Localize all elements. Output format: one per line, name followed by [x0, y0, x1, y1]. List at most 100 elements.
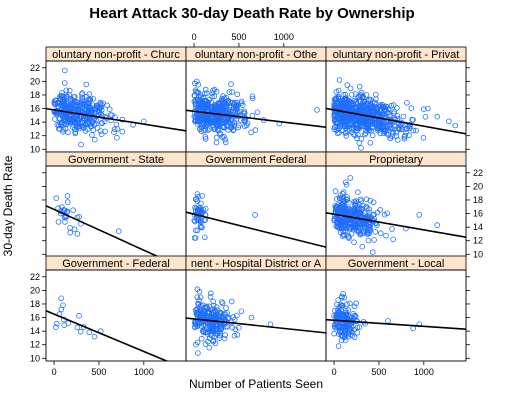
data-point	[102, 114, 109, 120]
data-point	[64, 193, 71, 199]
data-point	[389, 226, 395, 232]
data-point	[67, 229, 73, 236]
y-tick-label: 12	[30, 131, 40, 141]
data-point	[62, 80, 68, 86]
x-tick-label: 1000	[274, 32, 294, 42]
y-tick-label: 18	[30, 90, 40, 100]
panel-strip-label: oluntary non-profit - Churc	[52, 49, 180, 61]
panel-points	[191, 286, 274, 356]
data-point	[211, 313, 218, 320]
data-point	[74, 324, 81, 331]
data-point	[204, 323, 211, 330]
data-point	[337, 329, 343, 335]
regression-line	[326, 107, 466, 135]
panel-strip-label: Government Federal	[206, 154, 307, 166]
data-point	[53, 320, 60, 327]
data-point	[61, 207, 68, 214]
regression-line	[326, 212, 466, 238]
panel-5: Government Federal	[185, 151, 327, 258]
data-point	[86, 91, 93, 97]
data-point	[331, 312, 337, 319]
data-point	[452, 122, 459, 129]
data-point	[79, 119, 85, 126]
data-point	[76, 312, 82, 319]
data-point	[62, 126, 69, 132]
data-point	[356, 222, 363, 228]
data-point	[348, 92, 355, 98]
data-point	[76, 123, 83, 130]
data-point	[77, 328, 84, 335]
data-point	[335, 297, 342, 303]
data-point	[336, 195, 343, 201]
data-point	[344, 301, 350, 307]
data-point	[344, 104, 351, 110]
data-point	[219, 299, 225, 305]
data-point	[211, 117, 218, 124]
data-point	[202, 86, 209, 93]
data-point	[351, 222, 358, 229]
data-point	[92, 136, 98, 143]
data-point	[366, 219, 373, 225]
data-point	[332, 119, 339, 126]
x-tick-label: 0	[332, 367, 337, 377]
regression-line	[186, 109, 326, 129]
data-point	[99, 120, 105, 127]
data-point	[63, 100, 70, 107]
data-point	[52, 116, 58, 122]
data-point	[194, 320, 201, 327]
y-tick-label: 14	[30, 117, 40, 127]
data-point	[113, 121, 120, 128]
data-point	[219, 107, 226, 114]
data-point	[363, 203, 370, 210]
data-point	[362, 320, 368, 327]
data-point	[393, 129, 399, 136]
data-point	[370, 112, 377, 119]
data-point	[201, 217, 208, 224]
data-point	[366, 212, 373, 219]
data-point	[219, 99, 226, 105]
data-point	[345, 333, 352, 340]
data-point	[370, 199, 377, 206]
data-point	[200, 329, 207, 336]
y-tick-label: 22	[473, 168, 483, 178]
y-tick-label: 12	[473, 236, 483, 246]
data-point	[220, 320, 227, 327]
data-point	[372, 229, 379, 235]
data-point	[358, 145, 364, 151]
data-point	[207, 293, 214, 300]
data-point	[333, 196, 340, 202]
data-point	[67, 225, 73, 231]
data-point	[106, 106, 113, 112]
data-point	[371, 237, 377, 243]
data-point	[366, 109, 372, 115]
data-point	[197, 94, 204, 100]
data-point	[377, 207, 384, 213]
data-point	[345, 103, 351, 110]
data-point	[79, 94, 85, 101]
data-point	[62, 67, 68, 74]
data-point	[60, 127, 66, 133]
panel-strip-label: nent - Hospital District or A	[191, 258, 322, 270]
data-point	[222, 136, 228, 143]
panel-points	[331, 77, 459, 151]
data-point	[226, 89, 233, 95]
data-point	[347, 300, 353, 307]
data-point	[333, 223, 340, 230]
data-point	[192, 320, 199, 326]
data-point	[238, 117, 244, 123]
data-point	[232, 326, 239, 333]
data-point	[213, 139, 220, 146]
data-point	[197, 105, 203, 111]
data-point	[385, 106, 392, 113]
panel-strip-label: oluntary non-profit - Othe	[195, 49, 317, 61]
data-point	[394, 113, 401, 119]
data-point	[343, 312, 349, 319]
data-point	[67, 105, 74, 111]
panel-points	[331, 290, 423, 349]
data-point	[370, 212, 376, 218]
data-point	[211, 86, 218, 93]
panel-strip-label: Government - Local	[348, 258, 445, 270]
data-point	[360, 102, 367, 109]
data-point	[342, 179, 349, 186]
data-point	[416, 212, 423, 218]
